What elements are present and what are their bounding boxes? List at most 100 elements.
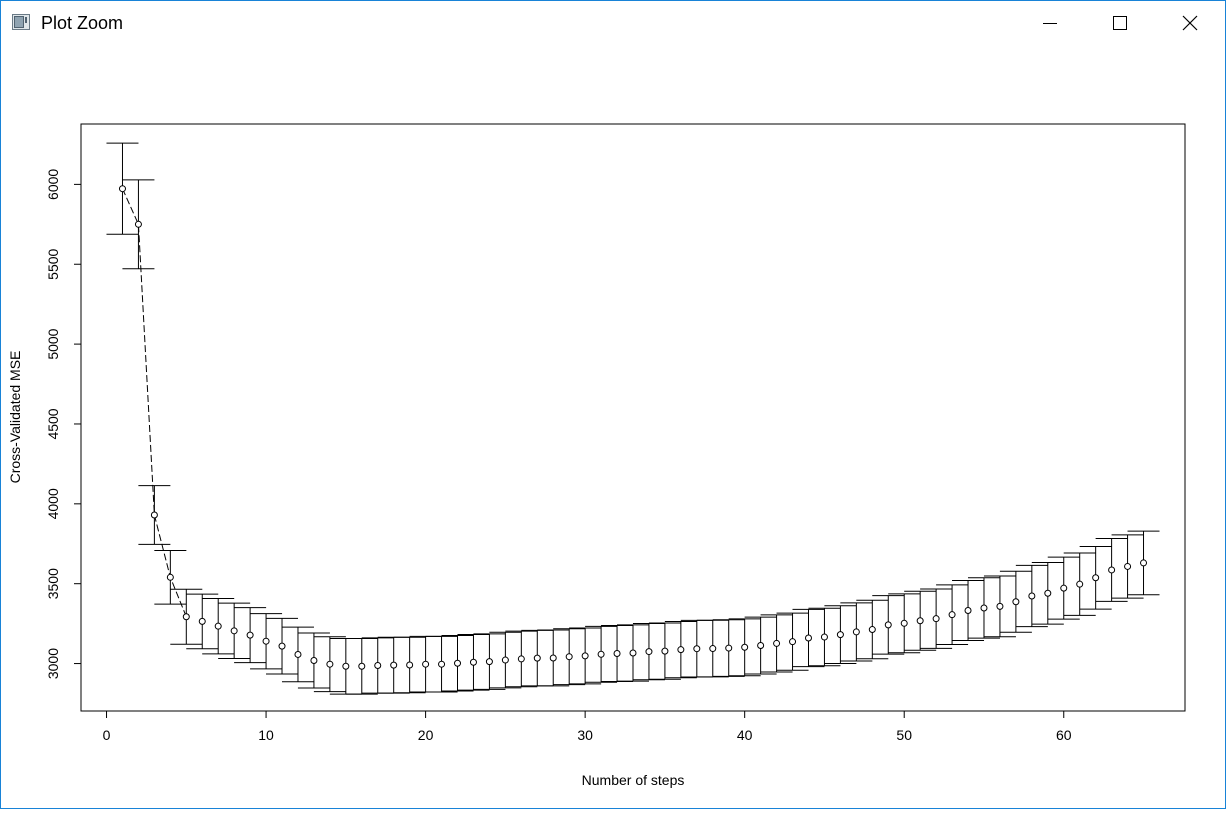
- data-point: [709, 645, 717, 653]
- plot-box: [80, 123, 1186, 712]
- data-point: [182, 613, 190, 621]
- data-point: [836, 631, 844, 639]
- y-axis: 3000 3500 4000 4500 5000 5500 6000: [45, 169, 82, 679]
- data-point: [342, 662, 350, 670]
- data-point: [262, 637, 270, 645]
- x-axis-label: Number of steps: [582, 772, 685, 788]
- data-point: [390, 661, 398, 669]
- title-bar[interactable]: Plot Zoom: [1, 1, 1225, 45]
- data-point: [134, 220, 142, 228]
- data-point: [454, 659, 462, 667]
- data-point: [166, 573, 174, 581]
- data-point: [677, 646, 685, 654]
- data-point: [1060, 584, 1068, 592]
- data-point: [469, 658, 477, 666]
- data-point: [725, 644, 733, 652]
- data-point: [789, 638, 797, 646]
- data-point: [1012, 598, 1020, 606]
- data-point: [438, 660, 446, 668]
- error-bars: [106, 142, 1160, 695]
- data-point: [693, 645, 701, 653]
- data-point: [773, 639, 781, 647]
- data-point: [868, 626, 876, 634]
- minimize-button[interactable]: [1027, 1, 1073, 45]
- data-point: [884, 621, 892, 629]
- data-point: [1092, 574, 1100, 582]
- x-tick-label: 10: [258, 727, 274, 743]
- data-point: [294, 650, 302, 658]
- data-point: [661, 647, 669, 655]
- data-point: [629, 649, 637, 657]
- data-point: [1124, 562, 1132, 570]
- plot-area: 0 10 20 30 40 50 60 3000 3500 4000 4500 5000 5500 60…: [1, 45, 1225, 808]
- data-point: [1108, 566, 1116, 574]
- data-point: [406, 661, 414, 669]
- data-point: [645, 648, 653, 656]
- data-point: [422, 660, 430, 668]
- data-point: [1028, 592, 1036, 600]
- data-point: [1044, 589, 1052, 597]
- cv-mse-chart: 0 10 20 30 40 50 60 3000 3500 4000 4500 5000 5500 60…: [7, 123, 1186, 788]
- x-tick-label: 0: [103, 727, 111, 743]
- data-point: [932, 615, 940, 623]
- data-point: [820, 633, 828, 641]
- data-point: [948, 611, 956, 619]
- data-point: [549, 654, 557, 662]
- trend-line: [122, 188, 187, 617]
- close-icon: [1182, 15, 1198, 31]
- data-point: [246, 631, 254, 639]
- data-point: [852, 628, 860, 636]
- x-axis: 0 10 20 30 40 50 60: [103, 710, 1072, 743]
- data-point: [326, 660, 334, 668]
- data-point: [278, 642, 286, 650]
- data-point: [757, 642, 765, 650]
- data-point: [916, 617, 924, 625]
- data-point: [565, 653, 573, 661]
- data-point: [150, 511, 158, 519]
- data-point: [501, 656, 509, 664]
- x-tick-label: 60: [1056, 727, 1072, 743]
- x-tick-label: 50: [896, 727, 912, 743]
- data-point: [230, 627, 238, 635]
- data-point: [613, 649, 621, 657]
- maximize-icon: [1113, 16, 1127, 30]
- minimize-icon: [1043, 23, 1057, 24]
- r-plot-window-icon: [12, 14, 30, 30]
- data-point: [900, 619, 908, 627]
- data-point: [374, 661, 382, 669]
- connecting-line: [122, 188, 187, 617]
- data-point: [741, 643, 749, 651]
- data-point: [485, 658, 493, 666]
- data-point: [533, 654, 541, 662]
- data-point: [996, 602, 1004, 610]
- data-point: [214, 622, 222, 630]
- maximize-button[interactable]: [1097, 1, 1143, 45]
- y-axis-label: Cross-Validated MSE: [7, 351, 23, 484]
- data-point: [581, 652, 589, 660]
- data-point: [1076, 580, 1084, 588]
- data-point: [358, 662, 366, 670]
- x-tick-label: 40: [737, 727, 753, 743]
- data-point: [804, 634, 812, 642]
- data-points: [118, 185, 1148, 670]
- x-tick-label: 20: [418, 727, 434, 743]
- y-tick-label: 6000: [45, 169, 61, 200]
- y-tick-label: 3000: [45, 648, 61, 679]
- y-tick-label: 3500: [45, 568, 61, 599]
- data-point: [198, 617, 206, 625]
- data-point: [517, 655, 525, 663]
- y-tick-label: 4000: [45, 488, 61, 519]
- y-tick-label: 5500: [45, 248, 61, 279]
- data-point: [980, 604, 988, 612]
- x-tick-label: 30: [577, 727, 593, 743]
- window-title: Plot Zoom: [41, 13, 124, 33]
- close-button[interactable]: [1167, 1, 1213, 45]
- data-point: [597, 650, 605, 658]
- y-tick-label: 4500: [45, 408, 61, 439]
- data-point: [310, 657, 318, 665]
- data-point: [118, 185, 126, 193]
- y-tick-label: 5000: [45, 328, 61, 359]
- data-point: [964, 607, 972, 615]
- data-point: [1140, 559, 1148, 567]
